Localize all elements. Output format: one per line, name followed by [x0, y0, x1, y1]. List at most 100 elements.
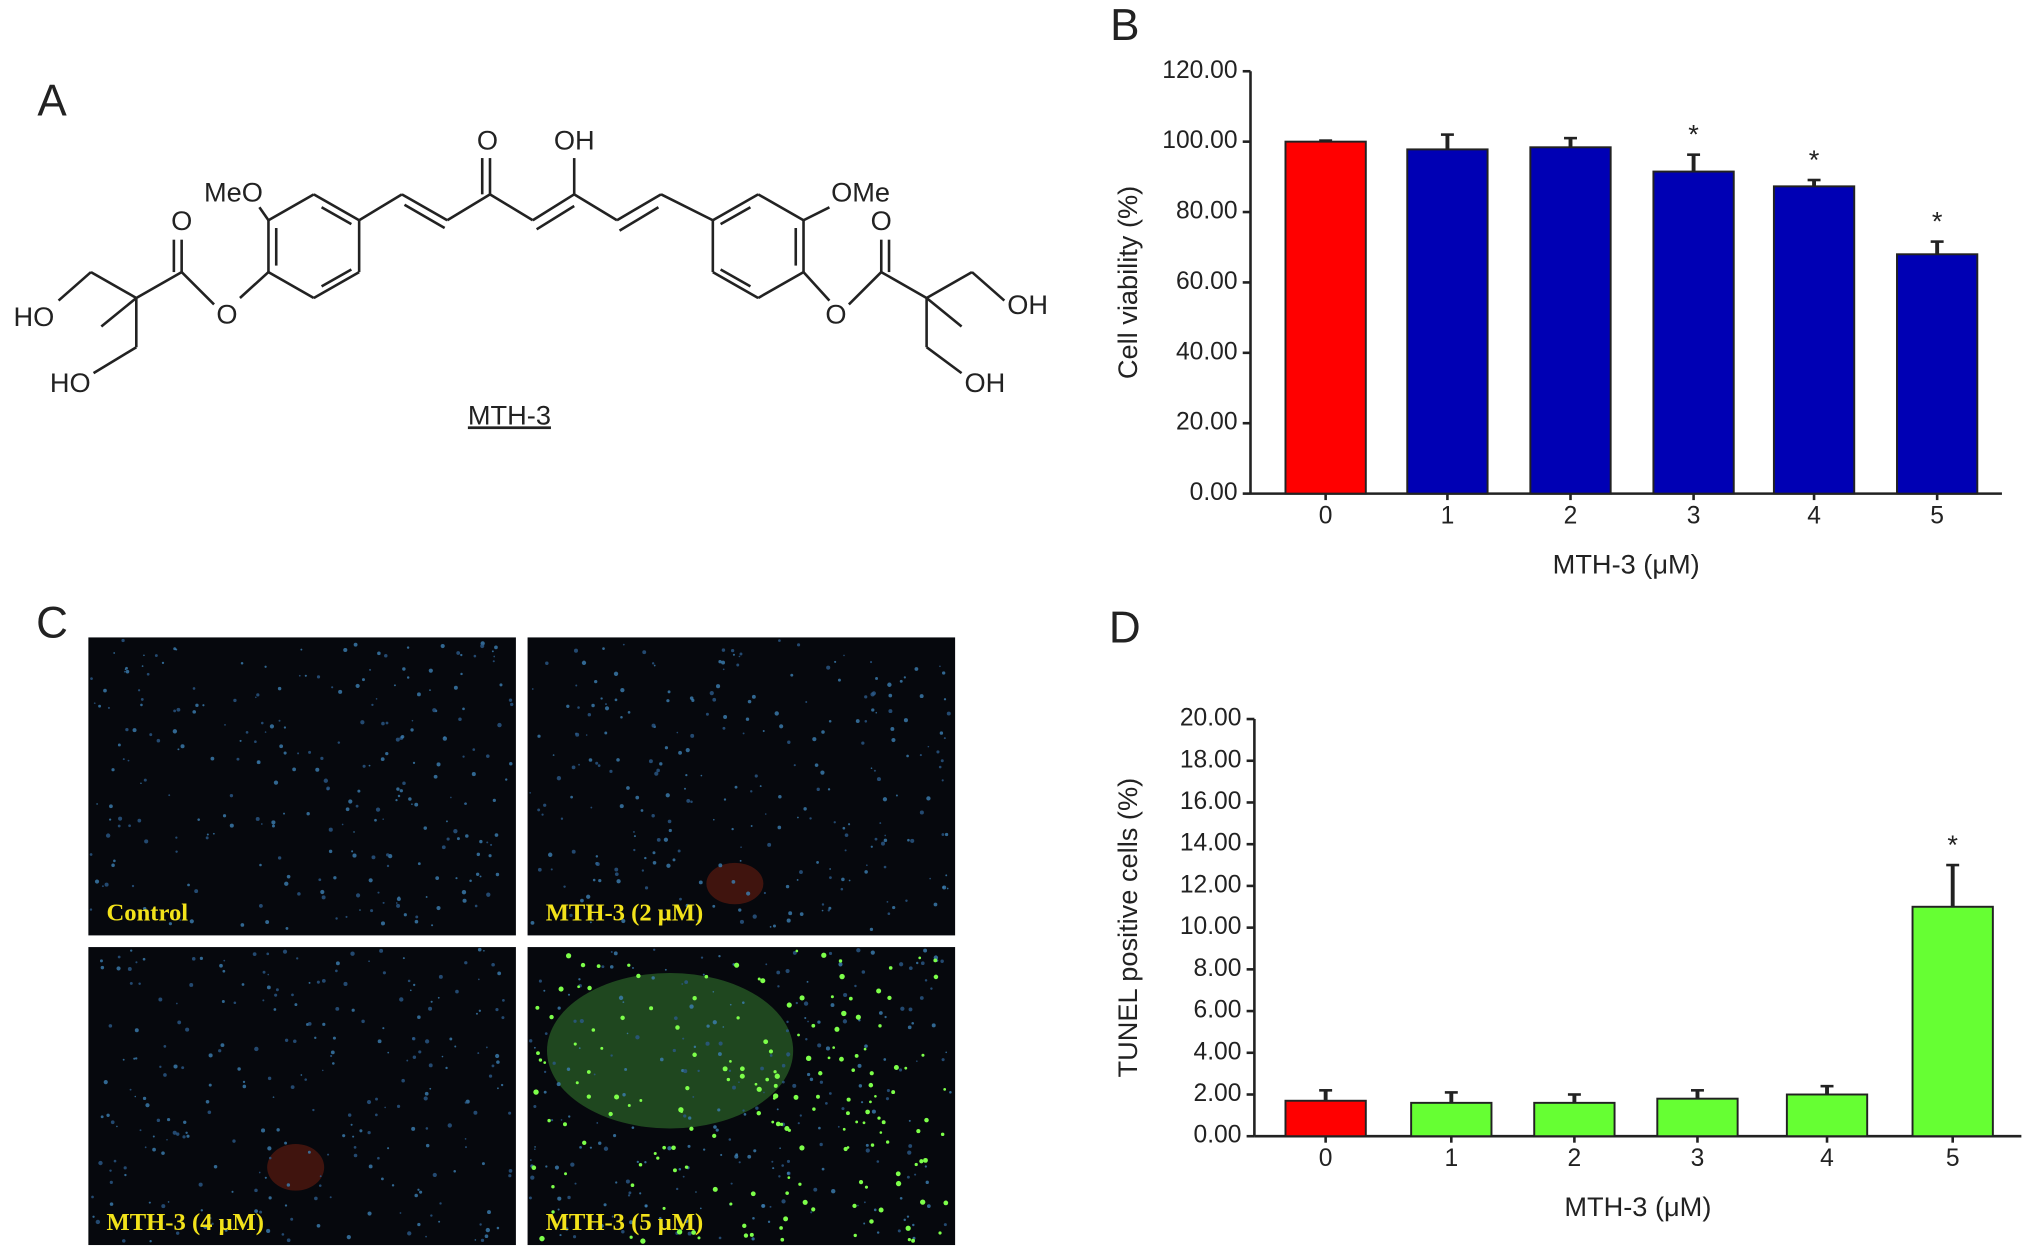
apoptotic-dot — [855, 1120, 859, 1124]
bond — [57, 271, 92, 302]
apoptotic-dot — [869, 1219, 874, 1224]
cell-dot — [940, 759, 944, 763]
cell-dot — [550, 1118, 554, 1122]
cell-dot — [684, 1218, 689, 1224]
cell-dot — [658, 1216, 662, 1220]
cell-dot — [933, 902, 938, 907]
y-tick-label: 12.00 — [1180, 871, 1242, 898]
apoptotic-dot — [536, 1051, 540, 1056]
cell-dot — [533, 1046, 536, 1049]
cell-dot — [870, 950, 875, 955]
cell-dot — [384, 1106, 386, 1109]
cell-dot — [208, 1053, 213, 1058]
cell-dot — [573, 648, 579, 653]
cell-dot — [667, 819, 672, 824]
cell-dot — [449, 1037, 453, 1041]
apoptotic-dot — [538, 1058, 543, 1062]
y-axis-label: TUNEL positive cells (%) — [1112, 778, 1143, 1078]
apoptotic-dot — [787, 1176, 791, 1179]
cell-dot — [308, 981, 311, 984]
cell-dot — [530, 1175, 535, 1180]
cell-dot — [508, 1174, 512, 1178]
cell-dot — [144, 1146, 147, 1149]
cell-dot — [441, 1055, 444, 1058]
cell-dot — [414, 1193, 418, 1198]
cell-dot — [223, 959, 226, 962]
apoptotic-dot — [869, 1071, 874, 1076]
cell-dot — [825, 1046, 831, 1051]
cell-dot — [479, 839, 483, 844]
cell-dot — [939, 665, 941, 668]
cell-dot — [132, 728, 137, 733]
cell-dot — [260, 721, 264, 725]
cell-dot — [353, 1153, 358, 1158]
cell-dot — [335, 961, 340, 966]
cell-dot — [900, 1006, 905, 1011]
cell-dot — [294, 1003, 298, 1007]
y-axis-label: Cell viability (%) — [1112, 186, 1143, 379]
cell-dot — [268, 1156, 272, 1160]
cell-dot — [624, 1068, 628, 1071]
apoptotic-dot — [914, 1162, 918, 1167]
cell-dot — [796, 879, 799, 881]
cell-dot — [297, 752, 300, 755]
cell-dot — [543, 803, 547, 807]
cell-dot — [567, 1195, 571, 1200]
cell-dot — [567, 993, 571, 996]
cell-dot — [550, 868, 553, 871]
cell-dot — [863, 1201, 866, 1204]
apoptotic-dot — [692, 1052, 697, 1058]
cell-dot — [486, 892, 491, 897]
cell-dot — [211, 1222, 214, 1226]
cell-dot — [331, 686, 334, 689]
cell-dot — [946, 887, 949, 890]
cell-dot — [779, 1147, 781, 1150]
cell-dot — [695, 1191, 697, 1193]
micrograph-label: MTH-3 (5 μM) — [546, 1209, 703, 1236]
atom-label: OH — [554, 125, 595, 156]
cell-dot — [117, 824, 121, 828]
cell-dot — [635, 795, 640, 800]
cell-dot — [284, 1204, 288, 1207]
cell-dot — [386, 864, 390, 868]
cell-dot — [717, 1108, 721, 1112]
cell-dot — [111, 768, 115, 772]
bond — [660, 193, 714, 222]
apoptotic-dot — [614, 1094, 620, 1100]
apoptotic-dot — [924, 1117, 929, 1123]
green-glow — [547, 972, 794, 1129]
cell-dot — [689, 1004, 694, 1009]
cell-dot — [906, 754, 909, 758]
cell-dot — [648, 759, 653, 764]
cell-dot — [412, 1036, 416, 1041]
cell-dot — [166, 1118, 171, 1122]
micrograph-label: Control — [107, 899, 189, 926]
cell-dot — [401, 1078, 405, 1083]
cell-dot — [816, 861, 819, 864]
apoptotic-dot — [577, 985, 581, 989]
x-tick-label: 1 — [1444, 1145, 1458, 1172]
cell-dot — [633, 835, 636, 838]
cell-dot — [793, 764, 796, 767]
cell-dot — [592, 878, 596, 882]
cell-dot — [908, 1119, 911, 1122]
cell-dot — [598, 879, 602, 883]
apoptotic-dot — [558, 986, 564, 992]
cell-dot — [829, 876, 832, 880]
cell-dot — [575, 684, 578, 687]
apoptotic-dot — [551, 1185, 555, 1189]
cell-dot — [480, 1238, 485, 1243]
cell-dot — [697, 1069, 700, 1073]
cell-dot — [109, 1169, 112, 1172]
cell-dot — [645, 1204, 648, 1208]
cell-dot — [267, 1146, 272, 1151]
cell-dot — [751, 1237, 755, 1241]
cell-dot — [595, 855, 599, 858]
cell-dot — [752, 1216, 755, 1220]
cell-dot — [713, 1125, 717, 1129]
cell-dot — [417, 1015, 421, 1019]
cell-dot — [167, 1201, 170, 1203]
cell-dot — [610, 951, 613, 953]
cell-dot — [742, 1109, 745, 1112]
